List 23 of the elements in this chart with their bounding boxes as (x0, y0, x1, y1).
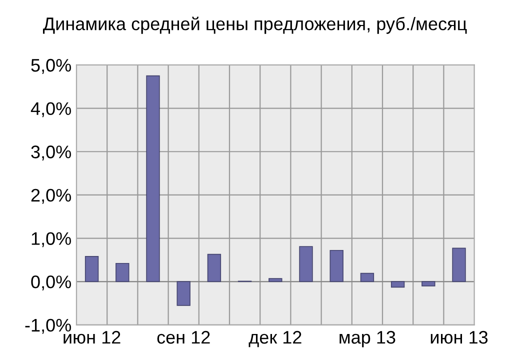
bar (268, 278, 282, 282)
x-tick-label: мар 13 (340, 330, 396, 348)
bar (390, 281, 405, 288)
bar (207, 254, 222, 282)
y-tick-label: 1,0% (32, 232, 71, 248)
chart-title: Динамика средней цены предложения, руб./месяц (43, 16, 467, 34)
x-tick-label: сен 12 (157, 330, 210, 344)
bar (176, 281, 190, 306)
y-tick-label: 2,0% (31, 188, 71, 204)
bar (146, 75, 160, 282)
bar (84, 256, 99, 282)
bar (299, 246, 313, 282)
y-tick-label: 4,0% (30, 102, 71, 118)
bar (360, 272, 374, 282)
x-tick-label: дек 12 (248, 330, 302, 348)
y-tick-label: 0,0% (31, 276, 71, 290)
y-tick-label: 5,0% (31, 58, 71, 74)
bar (452, 248, 466, 282)
bar (116, 262, 130, 282)
bar (330, 250, 344, 282)
x-tick-label: июн 13 (430, 330, 488, 344)
y-tick-label: 3,0% (31, 146, 71, 160)
bar (422, 281, 436, 286)
